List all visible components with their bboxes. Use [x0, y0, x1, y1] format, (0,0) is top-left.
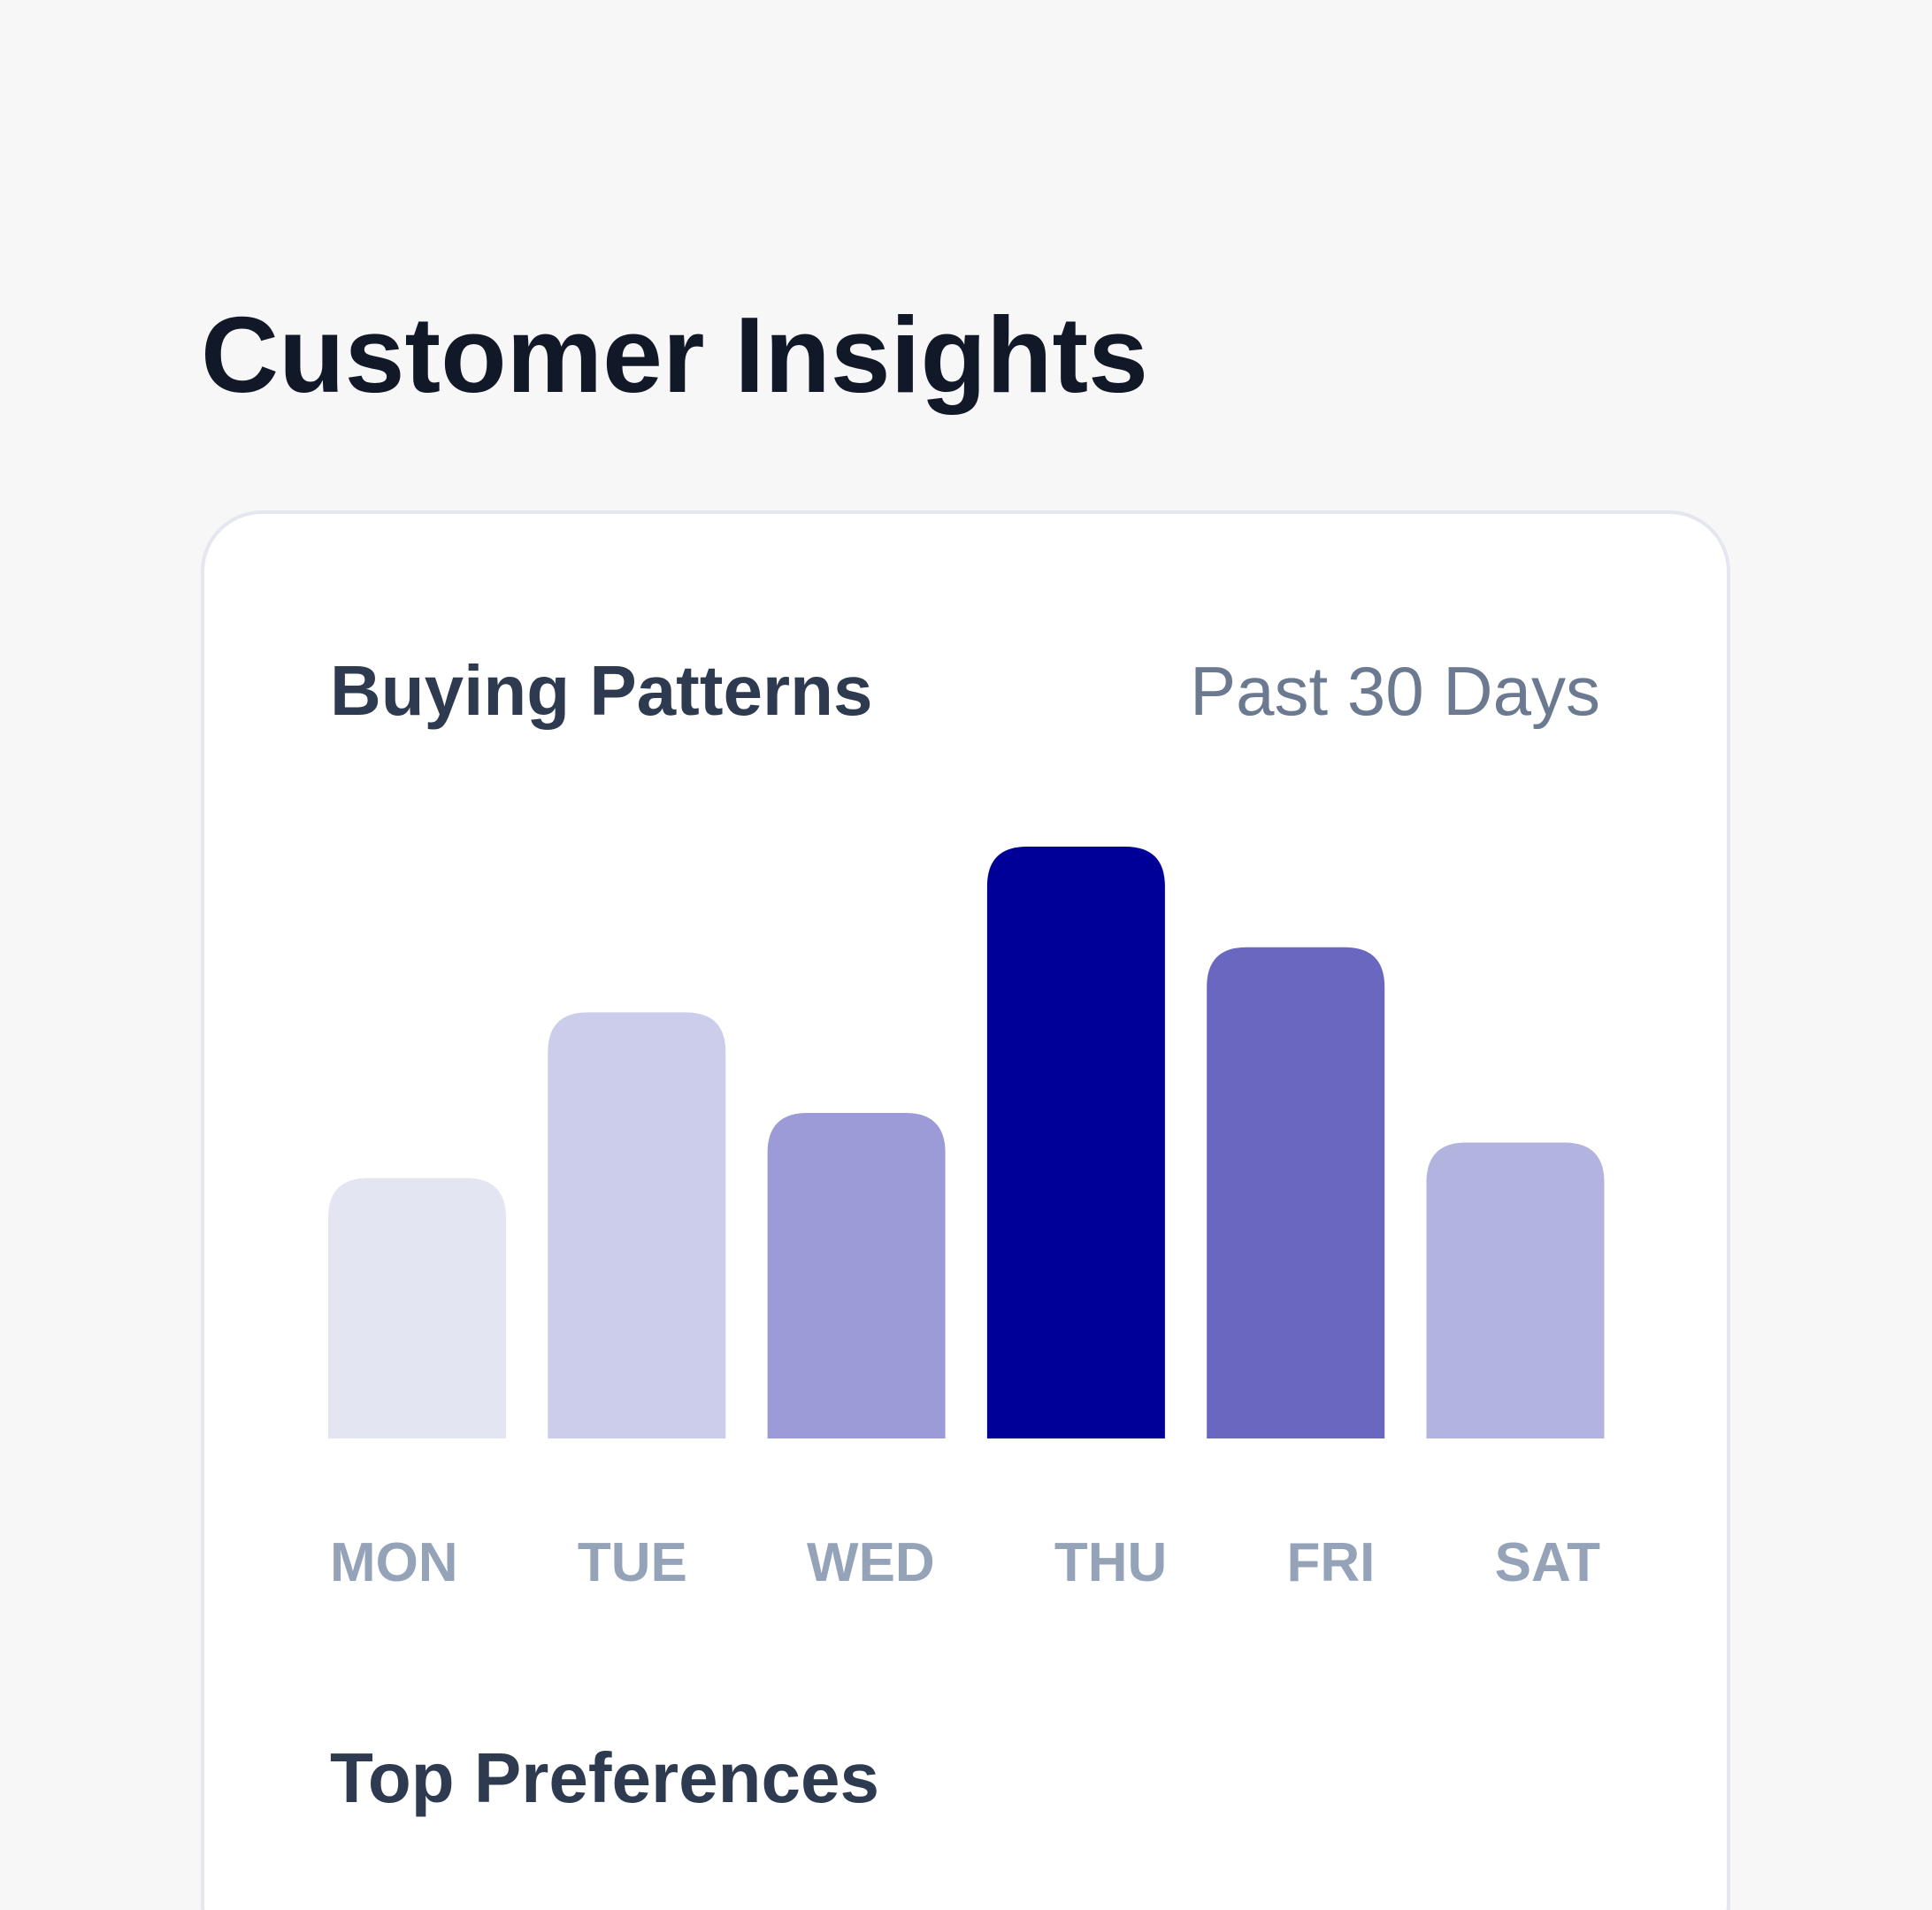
x-tick-label: WED: [807, 1532, 935, 1593]
bar: [1207, 947, 1385, 1438]
bar: [328, 1177, 506, 1438]
chart-subtitle: Past 30 Days: [1190, 652, 1600, 730]
x-tick-label: FRI: [1287, 1532, 1376, 1593]
chart-title: Buying Patterns: [330, 651, 872, 730]
x-labels: MON TUE WED THU FRI SAT: [330, 1532, 1600, 1593]
bar: [548, 1012, 726, 1438]
x-tick-label: MON: [330, 1532, 458, 1593]
x-tick-label: THU: [1054, 1532, 1167, 1593]
bar: [1426, 1142, 1605, 1438]
page-title: Customer Insights: [201, 295, 1148, 415]
x-tick-label: TUE: [578, 1532, 687, 1593]
x-tick-label: SAT: [1495, 1532, 1601, 1593]
bar: [767, 1113, 946, 1438]
bar-chart: [328, 847, 1605, 1438]
section-title: Top Preferences: [330, 1738, 879, 1817]
bar: [986, 847, 1165, 1438]
card: [201, 510, 1730, 1910]
